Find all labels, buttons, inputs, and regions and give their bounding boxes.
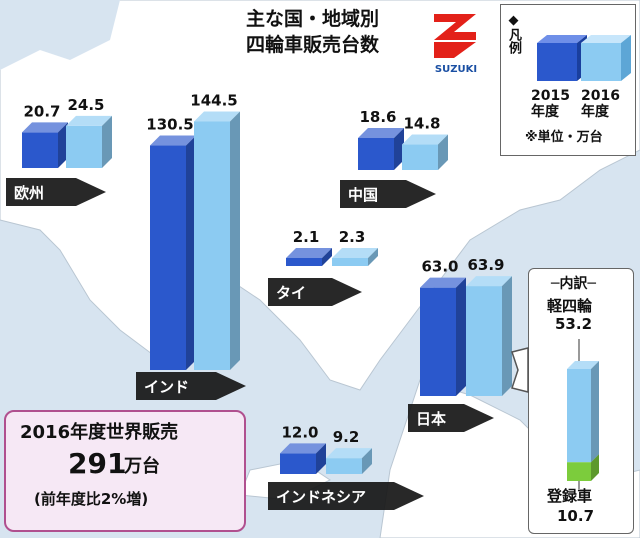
stack-segment-kei [567, 361, 599, 463]
bar-5-2016 [326, 448, 372, 474]
bar-2-2015 [358, 128, 404, 170]
region-label-5: インドネシア [268, 482, 424, 510]
svg-text:日本: 日本 [416, 410, 446, 428]
suzuki-logo: SUZUKI [434, 14, 477, 75]
legend-swatch-2015 [537, 35, 587, 81]
legend-unit: ※単位・万台 [525, 130, 603, 145]
breakdown-heading: ─内訳─ [551, 276, 596, 292]
region-label-1: インド [136, 372, 246, 400]
region-label-4: 日本 [408, 404, 494, 432]
legend-2016-label: 年度 [581, 104, 609, 120]
value-label-1-2015: 130.5 [146, 116, 193, 134]
value-label-5-2016: 9.2 [333, 428, 360, 446]
value-label-0-2016: 24.5 [67, 96, 104, 114]
bar-5-2015 [280, 443, 326, 474]
bar-0-2016 [66, 115, 112, 168]
logo-text: SUZUKI [435, 64, 477, 75]
region-label-0: 欧州 [6, 178, 106, 206]
value-label-2-2016: 14.8 [403, 115, 440, 133]
title-line2: 四輪車販売台数 [246, 34, 380, 56]
svg-text:インド: インド [144, 378, 189, 396]
value-label-3-2015: 2.1 [293, 228, 320, 246]
stack-segment-registered [567, 454, 599, 481]
region-label-2: 中国 [340, 180, 436, 208]
value-label-2-2015: 18.6 [359, 108, 396, 126]
bar-0-2015 [22, 122, 68, 168]
svg-text:タイ: タイ [276, 284, 306, 302]
value-label-5-2015: 12.0 [281, 423, 318, 441]
legend-heading: ◆凡例 [506, 13, 521, 54]
bar-2-2016 [402, 134, 448, 170]
bar-layer: 20.7 24.5 130.5 144.5 18.6 14.8 2.1 2.3 63.0 63.9… [22, 91, 512, 474]
value-label-4-2015: 63.0 [421, 258, 458, 276]
breakdown-heading-text: 内訳 [559, 276, 588, 292]
bar-3-2016 [332, 248, 378, 266]
world-sales-number: 291 [68, 447, 127, 480]
bar-4-2016 [466, 276, 512, 396]
breakdown-bar [567, 339, 599, 489]
legend-2015-label: 年度 [531, 104, 559, 120]
world-sales-box: 2016年度世界販売 291 万台 (前年度比2%増) [4, 410, 246, 532]
sea-inner [0, 0, 120, 70]
stacked-bar [567, 361, 599, 481]
value-label-4-2016: 63.9 [467, 256, 504, 274]
bar-3-2015 [286, 248, 332, 266]
svg-text:インドネシア: インドネシア [276, 488, 366, 506]
bar-4-2015 [420, 277, 466, 396]
bar-1-2015 [150, 135, 196, 370]
world-sales-title: 2016年度世界販売 [20, 422, 179, 443]
legend: ◆凡例 2015 年度 2016 年度 ※単位・万台 [500, 4, 636, 156]
legend-swatch-2016 [581, 35, 631, 81]
title-line1: 主な国・地域別 [246, 8, 380, 30]
svg-text:中国: 中国 [348, 186, 378, 204]
value-label-0-2015: 20.7 [23, 102, 60, 120]
kei-value: 53.2 [555, 315, 593, 333]
legend-swatches [537, 35, 631, 81]
registered-label: 登録車 [547, 487, 593, 505]
value-label-3-2016: 2.3 [339, 228, 366, 246]
value-label-1-2016: 144.5 [190, 91, 237, 109]
legend-2015-year: 2015 [531, 88, 570, 104]
svg-text:欧州: 欧州 [14, 184, 44, 202]
world-sales-note: (前年度比2%増) [34, 490, 149, 508]
registered-value: 10.7 [557, 507, 595, 525]
japan-breakdown: ─内訳─ 軽四輪 53.2 登録車 10.7 [528, 268, 634, 534]
bar-1-2016 [194, 111, 240, 371]
world-sales-unit: 万台 [124, 456, 160, 477]
kei-label: 軽四輪 [547, 297, 593, 315]
region-label-3: タイ [268, 278, 362, 306]
legend-2016-year: 2016 [581, 88, 620, 104]
